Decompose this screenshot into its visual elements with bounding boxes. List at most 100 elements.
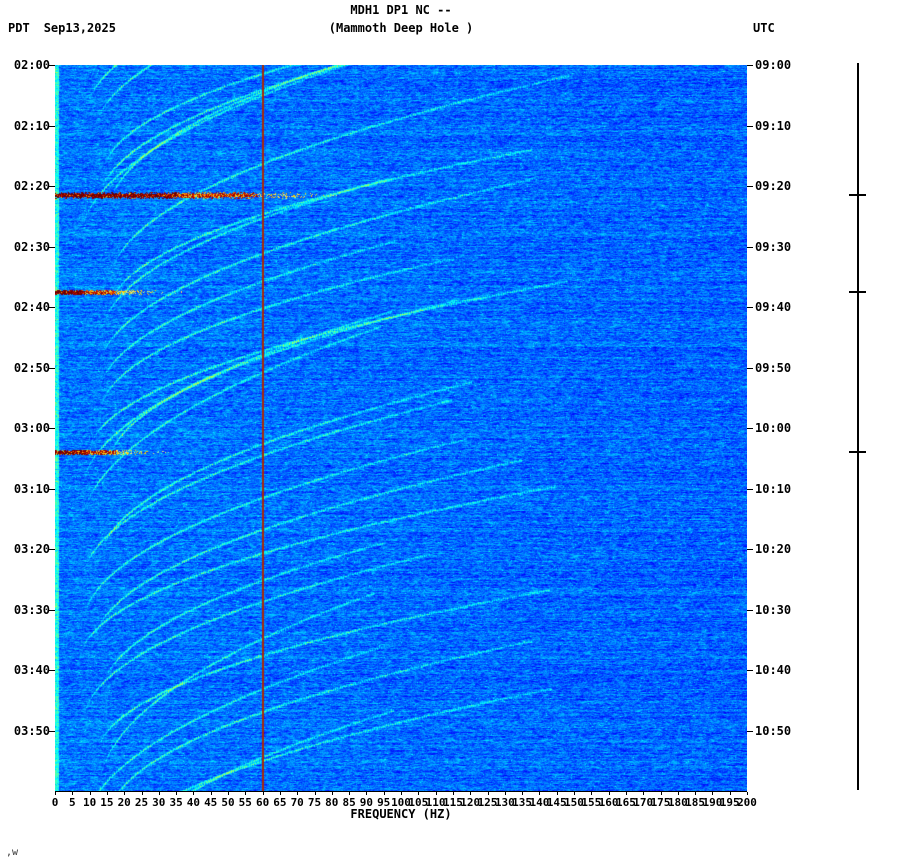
left-tick-mark — [49, 609, 55, 611]
spectrogram-canvas — [55, 65, 747, 791]
left-time-tick-label: 03:40 — [13, 663, 50, 677]
freq-tick-mark — [539, 792, 541, 795]
left-time-tick-label: 02:40 — [13, 300, 50, 314]
right-time-tick-label: 10:10 — [755, 481, 792, 496]
freq-tick-mark — [124, 792, 126, 795]
freq-tick-label: 40 — [186, 796, 201, 809]
freq-tick-label: 180 — [667, 796, 688, 809]
freq-tick-mark — [141, 792, 143, 795]
freq-tick-label: 110 — [425, 796, 446, 809]
freq-tick-mark — [470, 792, 472, 795]
amplitude-event-tick — [849, 290, 866, 293]
right-time-tick-label: 10:50 — [755, 723, 792, 738]
freq-tick-label: 170 — [633, 796, 654, 809]
freq-tick-label: 125 — [477, 796, 498, 809]
freq-tick-label: 150 — [564, 796, 584, 809]
left-tick-mark — [49, 670, 55, 671]
freq-tick-label: 65 — [273, 796, 287, 809]
left-time-tick-label: 03:00 — [13, 421, 50, 435]
freq-tick-mark — [556, 792, 558, 795]
freq-tick-label: 70 — [290, 796, 304, 809]
freq-tick-mark — [401, 792, 402, 795]
amplitude-event-tick — [849, 194, 866, 197]
freq-tick-label: 95 — [377, 796, 391, 809]
right-tick-mark — [747, 65, 753, 66]
left-time-tick-label: 03:30 — [13, 602, 50, 617]
freq-tick-mark — [452, 792, 454, 795]
right-tick-mark — [747, 186, 753, 187]
right-time-tick-label: 09:50 — [755, 360, 792, 375]
freq-tick-mark — [262, 792, 264, 795]
freq-tick-mark — [487, 792, 489, 795]
freq-tick-mark — [418, 792, 420, 795]
freq-tick-label: 140 — [529, 796, 550, 809]
freq-tick-mark — [55, 792, 56, 795]
freq-tick-label: 190 — [702, 796, 723, 809]
right-tick-mark — [747, 125, 753, 127]
freq-tick-label: 5 — [68, 796, 76, 809]
freq-tick-label: 60 — [255, 796, 270, 809]
right-tick-mark — [747, 730, 753, 732]
freq-tick-label: 160 — [598, 796, 619, 809]
freq-tick-label: 0 — [51, 796, 59, 809]
right-time-tick-label: 10:00 — [755, 421, 792, 435]
freq-tick-mark — [176, 792, 178, 795]
right-time-tick-label: 09:00 — [755, 58, 792, 72]
freq-tick-label: 25 — [134, 796, 149, 809]
right-tick-mark — [747, 609, 753, 611]
freq-tick-mark — [729, 792, 731, 795]
right-tick-mark — [747, 428, 753, 429]
timezone-left-label: PDT — [8, 21, 30, 35]
freq-tick-label: 135 — [512, 796, 533, 809]
freq-tick-mark — [314, 792, 316, 795]
freq-tick-label: 130 — [494, 796, 515, 809]
freq-tick-mark — [608, 792, 610, 795]
right-time-tick-label: 09:30 — [755, 239, 792, 254]
freq-tick-mark — [228, 792, 229, 795]
left-tick-mark — [49, 488, 55, 490]
freq-tick-mark — [158, 792, 160, 795]
left-time-tick-label: 02:20 — [13, 179, 50, 193]
freq-tick-label: 30 — [152, 796, 166, 809]
left-time-tick-label: 02:00 — [13, 58, 50, 72]
left-tick-mark — [49, 730, 55, 732]
freq-tick-mark — [383, 792, 385, 795]
freq-tick-label: 15 — [100, 796, 114, 809]
freq-tick-label: 145 — [546, 796, 567, 809]
freq-tick-mark — [210, 792, 212, 795]
right-time-tick-label: 10:30 — [755, 602, 792, 617]
freq-tick-label: 55 — [238, 796, 252, 809]
timezone-date-row: PDT Sep13,2025 — [8, 21, 116, 35]
freq-tick-label: 10 — [82, 796, 97, 809]
left-tick-mark — [49, 246, 55, 248]
right-time-tick-label: 10:40 — [755, 663, 792, 677]
freq-tick-label: 50 — [221, 796, 235, 809]
right-time-tick-label: 09:10 — [755, 118, 792, 133]
right-tick-mark — [747, 367, 753, 369]
date-label: Sep13,2025 — [43, 21, 116, 35]
left-tick-mark — [49, 125, 55, 127]
left-time-tick-label: 02:30 — [13, 239, 50, 254]
freq-tick-mark — [279, 792, 281, 795]
freq-tick-mark — [747, 792, 748, 795]
left-tick-mark — [49, 549, 55, 550]
freq-tick-mark — [660, 792, 662, 795]
freq-tick-label: 165 — [615, 796, 636, 809]
footer-note: ,w — [6, 847, 19, 858]
left-tick-mark — [49, 307, 55, 308]
freq-tick-label: 185 — [685, 796, 706, 809]
right-time-tick-label: 09:20 — [755, 179, 792, 193]
freq-tick-label: 105 — [408, 796, 429, 809]
freq-tick-mark — [591, 792, 593, 795]
freq-tick-mark — [712, 792, 714, 795]
right-tick-mark — [747, 307, 753, 308]
right-time-tick-label: 09:40 — [755, 300, 792, 314]
freq-tick-mark — [245, 792, 247, 795]
freq-tick-mark — [504, 792, 506, 795]
freq-tick-mark — [435, 792, 437, 795]
freq-tick-label: 90 — [359, 796, 374, 809]
page-title: MDH1 DP1 NC -- — [350, 3, 452, 17]
freq-tick-mark — [677, 792, 679, 795]
freq-tick-mark — [625, 792, 627, 795]
left-time-tick-label: 03:50 — [13, 723, 50, 738]
